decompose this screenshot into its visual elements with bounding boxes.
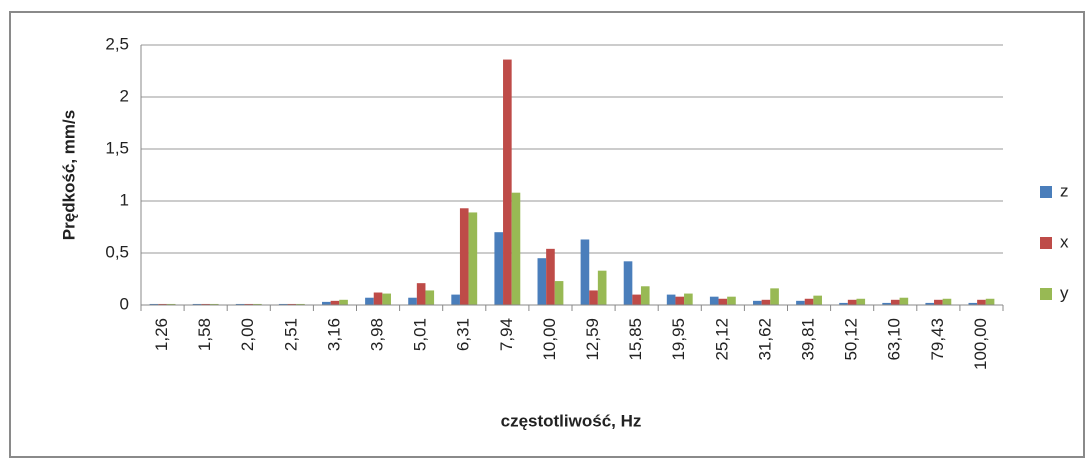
bar [192,303,202,305]
legend-label: z [1060,181,1069,200]
legend-label: y [1060,283,1069,302]
y-tick-label: 2,5 [105,34,129,53]
legend-swatch [1040,288,1052,300]
bar [882,302,891,305]
bar [244,303,254,305]
x-axis-title: częstotliwość, Hz [501,411,642,430]
x-tick-label: 1,58 [195,318,214,351]
bar [640,286,650,305]
bar [503,59,512,306]
bar [459,208,469,305]
x-tick-label: 3,98 [368,318,387,351]
bar [977,299,986,305]
bar [589,290,598,305]
bar [546,248,555,305]
bar [253,303,262,305]
bar [365,297,374,305]
x-tick-label: 7,94 [497,318,516,351]
bar [468,212,478,305]
x-tick-label: 100,00 [971,318,990,370]
bar [416,283,426,305]
bar [847,299,857,305]
bar [408,297,417,305]
x-tick-label: 39,81 [799,318,818,361]
bar [330,300,340,305]
bar [804,298,814,305]
bar [813,295,822,305]
bar [382,293,391,305]
bar [494,232,504,305]
bar [425,290,435,305]
bar [580,239,590,305]
bar [839,302,848,305]
bar [770,288,779,305]
x-tick-label: 10,00 [540,318,559,361]
bar [278,303,288,305]
bar [632,294,641,305]
bar [554,281,564,305]
x-tick-label: 2,51 [281,318,300,351]
bar [675,296,685,305]
bar [209,303,219,305]
bar [985,298,995,305]
bar [709,296,719,305]
bar [287,303,297,305]
bar [796,300,805,305]
x-tick-label: 15,85 [626,318,645,361]
bar [968,302,978,305]
bar [158,303,167,305]
y-tick-label: 1,5 [105,138,129,157]
bar [537,258,547,305]
legend-swatch [1040,237,1052,249]
bar [890,299,900,305]
bar [899,297,909,305]
x-tick-label: 50,12 [842,318,861,361]
x-tick-label: 6,31 [454,318,473,351]
x-tick-label: 63,10 [885,318,904,361]
x-tick-label: 1,26 [152,318,171,351]
bar [934,299,943,305]
y-tick-label: 0,5 [105,242,129,261]
bar [149,303,159,305]
x-tick-label: 79,43 [928,318,947,361]
bar [727,296,736,305]
legend-label: x [1060,232,1069,251]
bar [166,303,176,305]
bar [235,303,245,305]
bar [761,299,771,305]
y-tick-label: 0 [120,294,129,313]
bar [373,292,383,305]
bar [201,303,210,305]
bar [623,261,633,305]
legend-swatch [1040,186,1052,198]
x-tick-label: 5,01 [411,318,430,351]
y-tick-label: 2 [120,86,129,105]
bar [684,293,693,305]
bar [597,270,607,305]
bar [339,299,348,305]
bar [296,303,305,305]
x-tick-label: 31,62 [755,318,774,361]
bar [942,298,952,305]
bar [753,300,762,305]
y-tick-label: 1 [120,190,129,209]
chart-frame [9,11,1085,458]
bar [925,302,935,305]
bar [856,298,866,305]
x-tick-label: 3,16 [324,318,343,351]
x-tick-label: 12,59 [583,318,602,361]
bar [511,192,521,305]
x-tick-label: 25,12 [712,318,731,361]
x-tick-label: 19,95 [669,318,688,361]
y-axis-title: Prędkość, mm/s [59,110,78,240]
bar [666,294,676,305]
x-tick-label: 2,00 [238,318,257,351]
bar [451,294,460,305]
bar [718,298,728,305]
bar [322,301,331,305]
